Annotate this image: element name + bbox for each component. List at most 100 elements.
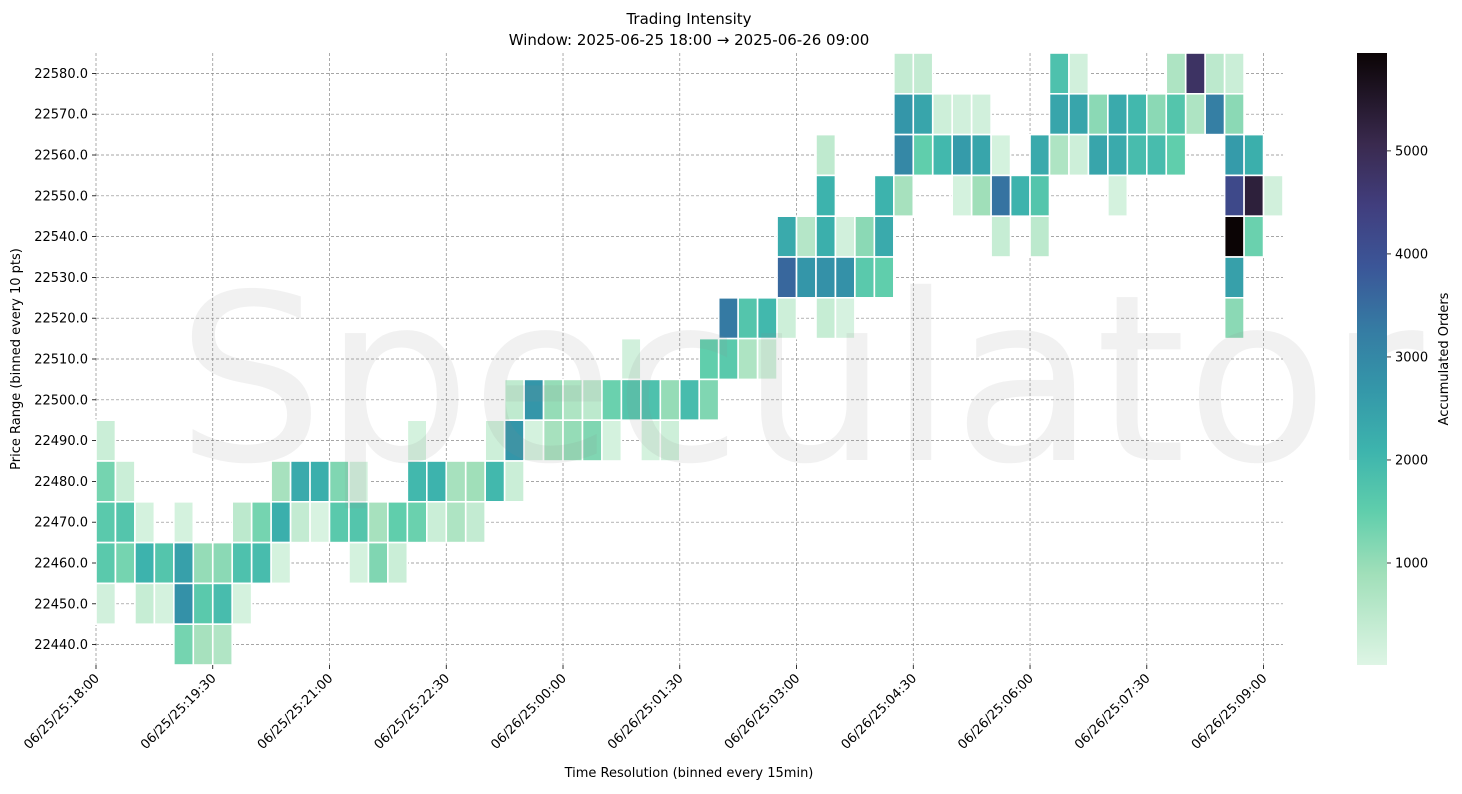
- heatmap-cell: [211, 541, 234, 585]
- heatmap-cell: [211, 623, 234, 666]
- heatmap-cell: [250, 541, 272, 585]
- heatmap-cell: [776, 296, 798, 340]
- heatmap-cell: [970, 133, 992, 177]
- colorbar: [1357, 53, 1387, 665]
- heatmap-cell: [1107, 133, 1129, 177]
- heatmap-cell: [1243, 133, 1265, 177]
- heatmap-cell: [1165, 133, 1187, 177]
- x-tick-label: 06/26/25:00:00: [488, 671, 569, 752]
- heatmap-cell: [990, 133, 1012, 177]
- y-tick-label: 22550.0: [34, 189, 88, 204]
- heatmap-cell: [1087, 133, 1109, 177]
- heatmap-cell: [1126, 93, 1148, 136]
- y-axis: 22580.0 22570.0 22560.0 22550.0 22540.0 22530…: [34, 67, 96, 653]
- heatmap-cell: [912, 52, 934, 95]
- heatmap-cell: [893, 52, 915, 95]
- heatmap-cell: [951, 133, 973, 177]
- heatmap-cell: [173, 582, 195, 626]
- heatmap-cell: [1243, 215, 1265, 258]
- heatmap-cell: [1048, 52, 1070, 95]
- colorbar-tick-label: 1000: [1395, 557, 1428, 572]
- heatmap-cell: [1029, 133, 1051, 177]
- y-tick-label: 22560.0: [34, 149, 88, 164]
- heatmap-cell: [1048, 93, 1070, 136]
- heatmap-cell: [970, 93, 992, 136]
- heatmap-cell: [1243, 174, 1265, 217]
- heatmap-cell: [815, 174, 837, 217]
- y-tick-label: 22480.0: [34, 475, 88, 490]
- heatmap-cell: [951, 93, 973, 136]
- heatmap-cell: [1223, 93, 1245, 136]
- heatmap-cell: [387, 541, 409, 585]
- heatmap-cell: [1165, 93, 1187, 136]
- y-tick-label: 22530.0: [34, 271, 88, 286]
- colorbar-label: Accumulated Orders: [1437, 292, 1452, 425]
- heatmap-cell: [1029, 215, 1051, 258]
- y-tick-label: 22490.0: [34, 434, 88, 449]
- heatmap-cell: [153, 541, 175, 585]
- heatmap-cell: [1145, 133, 1168, 177]
- heatmap-cell: [95, 419, 117, 462]
- x-tick-label: 06/26/25:03:00: [722, 671, 803, 752]
- heatmap-cell: [756, 337, 778, 381]
- heatmap-cell: [1145, 93, 1168, 136]
- heatmap-cell: [1184, 93, 1206, 136]
- x-tick-label: 06/26/25:06:00: [955, 671, 1036, 752]
- heatmap-cell: [601, 419, 623, 462]
- colorbar-tick-label: 5000: [1395, 144, 1428, 159]
- heatmap-cell: [503, 460, 525, 503]
- x-tick-label: 06/26/25:01:30: [605, 671, 686, 752]
- watermark: Speculator: [177, 245, 1424, 515]
- heatmap-cell: [114, 500, 136, 544]
- heatmap-cell: [211, 582, 234, 626]
- heatmap-cell: [951, 174, 973, 217]
- colorbar-tick-label: 4000: [1395, 247, 1428, 262]
- heatmap-cell: [114, 541, 136, 585]
- heatmap-cell: [873, 256, 895, 299]
- heatmap-cell: [1204, 93, 1226, 136]
- heatmap-cell: [192, 541, 214, 585]
- heatmap-cell: [231, 582, 253, 626]
- heatmap-cell: [970, 174, 992, 217]
- x-tick-label: 06/26/25:09:00: [1189, 671, 1270, 752]
- heatmap-cell: [1223, 174, 1245, 217]
- heatmap-cell: [912, 93, 934, 136]
- heatmap-cell: [990, 174, 1012, 217]
- heatmap-cell: [1068, 133, 1090, 177]
- heatmap-cell: [173, 623, 195, 666]
- heatmap-cell: [95, 541, 117, 585]
- heatmap-cell: [990, 215, 1012, 258]
- y-tick-label: 22510.0: [34, 353, 88, 368]
- heatmap-cell: [464, 500, 486, 544]
- x-tick-label: 06/25/25:18:00: [21, 671, 102, 752]
- heatmap-cell: [1184, 52, 1206, 95]
- x-tick-label: 06/26/25:04:30: [839, 671, 920, 752]
- heatmap-cell: [931, 133, 953, 177]
- heatmap-cell: [1048, 133, 1070, 177]
- heatmap-cell: [95, 582, 117, 626]
- colorbar-ticks: 1000 2000 3000 4000 5000: [1387, 144, 1428, 572]
- x-axis: 06/25/25:18:00 06/25/25:19:30 06/25/25:21:…: [21, 665, 1270, 753]
- heatmap-cell: [1029, 174, 1051, 217]
- x-tick-label: 06/25/25:21:00: [255, 671, 336, 752]
- heatmap-cell: [1107, 174, 1129, 217]
- heatmap-cell: [95, 500, 117, 544]
- x-tick-label: 06/25/25:19:30: [138, 671, 219, 752]
- y-tick-label: 22440.0: [34, 638, 88, 653]
- x-tick-label: 06/26/25:07:30: [1072, 671, 1153, 752]
- chart-title: Trading Intensity: [625, 10, 751, 28]
- heatmap-cell: [659, 419, 681, 462]
- heatmap-cell: [698, 378, 720, 421]
- heatmap-cell: [912, 133, 934, 177]
- heatmap-cell: [173, 541, 195, 585]
- y-tick-label: 22460.0: [34, 557, 88, 572]
- heatmap-cell: [192, 623, 214, 666]
- heatmap-cell: [1068, 93, 1090, 136]
- heatmap-cell: [270, 541, 292, 585]
- heatmap-cell: [1107, 93, 1129, 136]
- heatmap-cell: [893, 133, 915, 177]
- chart-subtitle: Window: 2025-06-25 18:00 → 2025-06-26 09…: [509, 31, 870, 49]
- heatmap-cells: [95, 52, 1284, 666]
- heatmap-cell: [873, 174, 895, 217]
